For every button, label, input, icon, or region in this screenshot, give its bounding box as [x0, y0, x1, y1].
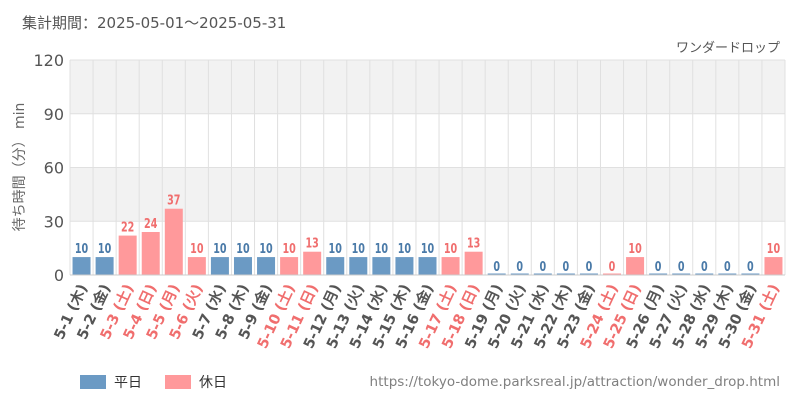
data-label: 13	[306, 236, 319, 251]
bar	[233, 257, 252, 275]
grid-band	[70, 167, 785, 222]
period-label: 集計期間：2025-05-01〜2025-05-31	[22, 14, 287, 32]
bar	[626, 257, 645, 275]
data-label: 10	[628, 241, 641, 256]
bar	[372, 257, 391, 275]
data-label: 0	[678, 259, 685, 274]
data-label: 10	[190, 241, 203, 256]
data-label: 0	[609, 259, 616, 274]
bar	[141, 232, 160, 275]
data-label: 0	[747, 259, 754, 274]
y-tick-label: 90	[44, 105, 64, 124]
data-label: 10	[98, 241, 111, 256]
bar	[72, 257, 91, 275]
bar	[487, 273, 506, 275]
y-tick-label: 0	[54, 266, 64, 285]
bar	[210, 257, 229, 275]
data-label: 0	[701, 259, 708, 274]
data-label: 10	[444, 241, 457, 256]
legend-holiday: 休日	[165, 372, 227, 392]
y-tick-label: 120	[33, 51, 64, 70]
data-label: 10	[329, 241, 342, 256]
data-label: 0	[724, 259, 731, 274]
bar	[556, 273, 575, 275]
data-label: 37	[167, 193, 180, 208]
bar	[257, 257, 276, 275]
bar	[764, 257, 783, 275]
bar	[741, 273, 760, 275]
data-label: 10	[375, 241, 388, 256]
y-tick-label: 60	[44, 159, 64, 178]
data-label: 10	[421, 241, 434, 256]
bar	[464, 251, 483, 275]
data-label: 0	[539, 259, 546, 274]
data-label: 0	[586, 259, 593, 274]
bar	[95, 257, 114, 275]
data-label: 0	[516, 259, 523, 274]
bar	[187, 257, 206, 275]
data-label: 10	[352, 241, 365, 256]
data-label: 10	[398, 241, 411, 256]
bar	[672, 273, 691, 275]
bar	[603, 273, 622, 275]
bar	[718, 273, 737, 275]
legend-weekday-swatch	[80, 375, 106, 389]
bar	[280, 257, 299, 275]
legend-holiday-label: 休日	[199, 375, 227, 391]
data-label: 0	[493, 259, 500, 274]
data-label: 10	[236, 241, 249, 256]
bar	[164, 208, 183, 275]
bar	[349, 257, 368, 275]
bar	[303, 251, 322, 275]
bar	[441, 257, 460, 275]
data-label: 10	[282, 241, 295, 256]
source-url: https://tokyo-dome.parksreal.jp/attracti…	[369, 374, 780, 390]
data-label: 0	[563, 259, 570, 274]
data-label: 10	[213, 241, 226, 256]
legend-weekday-label: 平日	[114, 375, 142, 391]
chart-title: ワンダードロップ	[676, 41, 780, 56]
bar	[510, 273, 529, 275]
legend-weekday: 平日	[80, 372, 142, 392]
data-label: 10	[767, 241, 780, 256]
data-label: 10	[259, 241, 272, 256]
bar	[326, 257, 345, 275]
bar	[533, 273, 552, 275]
y-axis-label: 待ち時間（分） min	[12, 103, 28, 232]
bar	[418, 257, 437, 275]
y-tick-label: 30	[44, 212, 64, 231]
data-label: 0	[655, 259, 662, 274]
bar	[649, 273, 668, 275]
data-label: 10	[75, 241, 88, 256]
bar	[118, 235, 137, 275]
legend-holiday-swatch	[165, 375, 191, 389]
bar	[579, 273, 598, 275]
bar	[695, 273, 714, 275]
bar	[395, 257, 414, 275]
data-label: 22	[121, 220, 134, 235]
data-label: 24	[144, 216, 157, 231]
grid-band	[70, 60, 785, 114]
data-label: 13	[467, 236, 480, 251]
